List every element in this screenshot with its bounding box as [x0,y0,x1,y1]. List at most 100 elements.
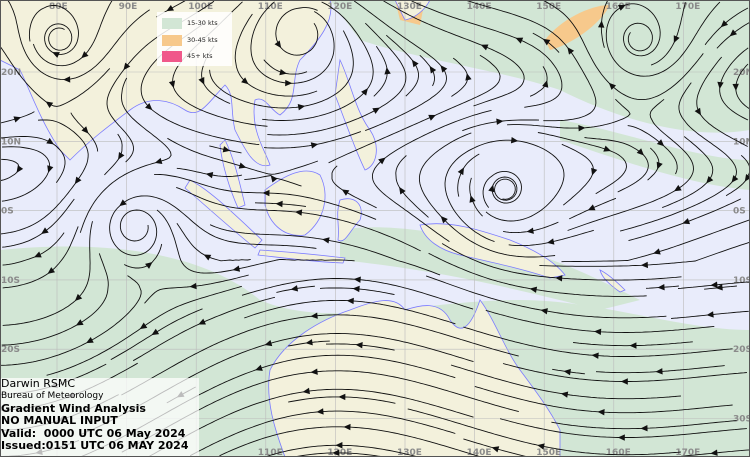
streamline-arrowhead [341,189,350,196]
streamline-arrowhead [731,175,739,183]
streamline-arrowhead [47,267,56,274]
land-borneo [264,170,326,236]
streamline-arrowhead [238,162,247,169]
streamline-arrowhead [440,65,448,73]
streamline-arrowhead [597,20,605,28]
valid-time: Valid: 0000 UTC 06 May 2024 [1,426,186,440]
streamline-arrowhead [720,20,729,28]
longitude-label-top: 110E [258,2,283,12]
streamline-arrowhead [488,184,495,193]
streamline-arrowhead [399,186,406,195]
streamline-arrowhead [118,151,125,160]
streamline-arrowhead [567,47,575,55]
longitude-label-bottom: 160E [606,448,631,457]
streamline-arrowhead [618,4,626,11]
land-sumatra [184,179,263,249]
streamline-arrowhead [279,68,287,76]
longitude-label-top: 100E [188,2,213,12]
streamline-arrowhead [563,368,571,376]
streamline-arrowhead [241,77,249,85]
latitude-label-left: 20N [1,68,21,78]
agency-name: Bureau of Meteorology [1,391,104,402]
legend-item-45-plus: 45+ kts [162,50,212,62]
longitude-label-top: 170E [675,2,700,12]
streamline-arrowhead [262,189,270,197]
latitude-label-right: 30S [733,415,750,425]
streamline-arrowhead [302,387,310,395]
streamline-arrowhead [469,195,476,203]
streamline-arrowhead [52,52,60,58]
streamline-arrowhead [372,107,381,114]
streamline-arrowhead [297,104,306,111]
longitude-label-bottom: 150E [536,448,561,457]
streamline-arrowhead [656,161,663,170]
streamline-arrowhead [335,442,343,449]
streamline-arrowhead [41,227,49,235]
streamline-arrowhead [496,118,504,125]
streamline-arrowhead [232,265,241,272]
latitude-label-left: 10S [1,276,20,286]
streamline-arrowhead [145,103,153,111]
streamline-arrowhead [529,286,538,293]
streamline-arrowhead [166,4,175,12]
streamline-arrowhead [203,254,212,261]
streamline-arrowhead [617,434,625,441]
streamline-arrowhead [555,275,563,282]
streamline-arrowhead [597,409,605,416]
streamline-arrowhead [587,204,596,211]
longitude-label-top: 90E [119,2,138,12]
streamline-arrowhead [189,282,197,290]
streamline-arrowhead [290,285,299,292]
streamline-arrowhead [578,124,586,132]
legend: 15-30 kts 30-45 kts 45+ kts [157,12,232,66]
longitude-label-top: 120E [327,2,352,12]
land-philippines [334,58,377,171]
streamline-arrowhead [744,174,750,182]
legend-label: 15-30 kts [187,19,218,27]
issued-time: Issued:0151 UTC 06 MAY 2024 [1,439,189,453]
streamline-arrowhead [119,199,127,207]
streamline-arrowhead [682,218,691,225]
streamline-arrowhead [465,73,472,81]
streamline-arrowhead [540,308,548,315]
longitude-label-bottom: 170E [675,448,700,457]
streamline-arrowhead [270,175,278,183]
legend-label: 45+ kts [187,52,213,60]
streamline-arrowhead [81,51,89,59]
streamline-arrowhead [542,80,549,88]
streamline-arrowhead [457,167,465,176]
streamline-arrowhead [729,29,738,37]
streamline-arrowhead [285,79,293,87]
streamline-arrowhead [151,328,160,336]
streamline-arrowhead [429,65,437,74]
latitude-label-right: 10S [733,276,750,286]
streamline-arrowhead [653,248,661,255]
streamline-arrowhead [629,342,637,349]
streamline-arrowhead [168,80,176,89]
land-australia [268,299,561,457]
streamline-arrowhead [352,285,360,293]
streamline-arrowhead [139,322,148,330]
streamline-arrowhead [353,276,361,283]
streamline-arrowhead [361,88,368,96]
streamline-arrowhead [75,319,84,326]
longitude-label-top: 160E [606,2,631,12]
streamline-arrowhead [715,284,723,291]
streamline-arrowhead [656,139,665,147]
streamline-arrowhead [440,216,448,224]
streamline-arrowhead [264,339,273,347]
streamline-arrowhead [13,116,22,123]
streamline-arrowhead [198,77,205,85]
streamline-arrowhead [310,312,318,319]
streamline-arrowhead [222,146,231,153]
streamline-arrowhead [526,227,534,234]
streamline-arrowhead [710,449,718,456]
streamline-arrowhead [673,35,680,43]
product-title: Gradient Wind Analysis [1,401,146,415]
streamline-arrowhead [154,157,163,165]
streamline-arrowhead [515,37,524,44]
streamline-arrowhead [343,423,351,431]
latitude-label-right: 20S [733,345,750,355]
streamline-arrowhead [510,136,519,144]
